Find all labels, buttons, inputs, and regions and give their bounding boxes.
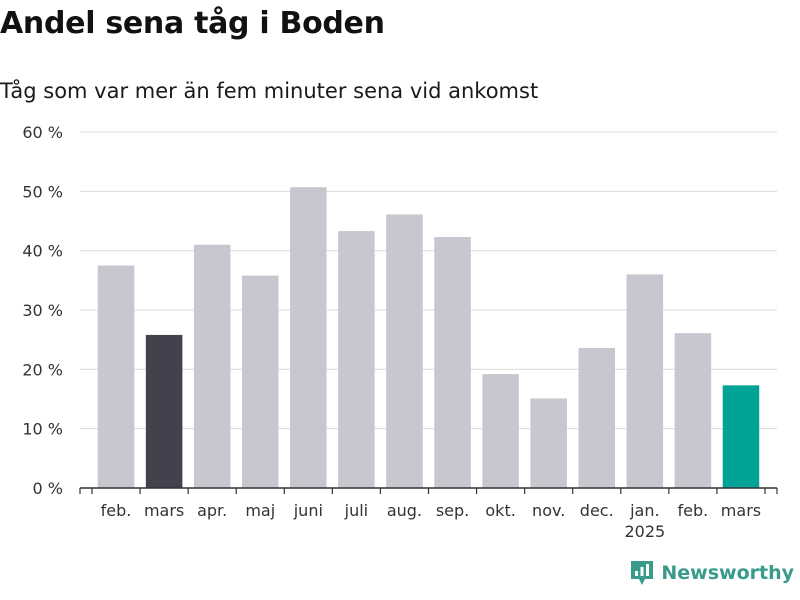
y-tick-label: 60 % — [22, 123, 63, 142]
x-tick-label: juni — [293, 501, 323, 520]
bar — [626, 274, 664, 488]
bar — [386, 214, 423, 488]
x-tick-label: nov. — [532, 501, 565, 520]
y-tick-label: 20 % — [22, 360, 63, 379]
x-tick-label: jan. — [629, 501, 659, 520]
x-tick-label: mars — [144, 501, 184, 520]
x-tick-label: dec. — [580, 501, 614, 520]
x-tick-label: mars — [721, 501, 761, 520]
y-tick-label: 10 % — [22, 420, 63, 439]
y-tick-label: 0 % — [33, 479, 63, 498]
y-tick-label: 40 % — [22, 242, 63, 261]
x-tick-label: feb. — [101, 501, 132, 520]
bar — [97, 265, 135, 488]
bar-chart: 0 % 10 % 20 % 30 % 40 % 50 % 60 % feb. mars apr. m… — [22, 123, 778, 541]
bar — [338, 231, 375, 488]
brand-logo: Newsworthy — [629, 558, 794, 588]
bar — [145, 334, 183, 488]
x-tick-label: sep. — [436, 501, 469, 520]
bar — [241, 275, 279, 488]
bar — [193, 244, 231, 488]
bar — [434, 237, 471, 488]
x-tick-label: aug. — [387, 501, 422, 520]
x-tick-label: juli — [344, 501, 368, 520]
bar — [530, 398, 567, 488]
chart-title: Andel sena tåg i Boden — [0, 6, 385, 41]
bar — [722, 385, 760, 488]
x-tick-label: okt. — [485, 501, 515, 520]
bar — [290, 187, 327, 488]
y-tick-label: 30 % — [22, 301, 63, 320]
bar — [674, 333, 712, 488]
bar — [482, 374, 519, 488]
brand-name: Newsworthy — [661, 562, 794, 584]
chart-subtitle: Tåg som var mer än fem minuter sena vid … — [0, 79, 539, 103]
x-tick-label: feb. — [678, 501, 709, 520]
x-year-label: 2025 — [624, 522, 665, 541]
x-tick-label: apr. — [197, 501, 227, 520]
bar — [578, 347, 616, 488]
x-tick-label: maj — [245, 501, 275, 520]
newsworthy-logo-icon — [631, 561, 654, 585]
y-tick-label: 50 % — [22, 182, 63, 201]
